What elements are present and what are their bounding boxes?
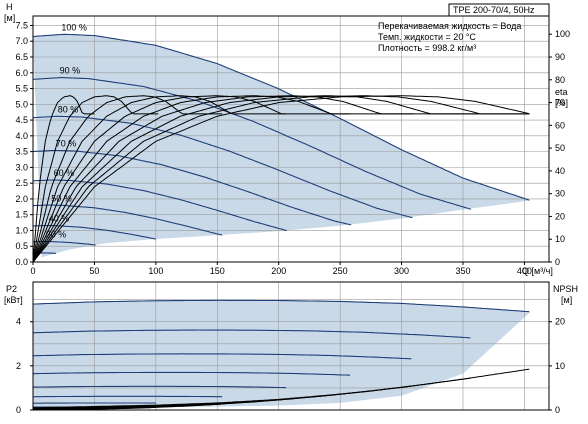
- head-tick-label: 7.5: [15, 20, 28, 30]
- eta-tick-label: 10: [555, 234, 565, 244]
- flow-tick-label: 0: [30, 266, 35, 276]
- eta-tick-label: 80: [555, 75, 565, 85]
- head-tick-label: 6.5: [15, 52, 28, 62]
- eta-axis-label: eta: [555, 87, 568, 97]
- npsh-axis-label: NPSH: [553, 284, 578, 294]
- eta-tick-label: 0: [555, 257, 560, 267]
- eta-tick-label: 30: [555, 189, 565, 199]
- eta-tick-label: 50: [555, 143, 565, 153]
- head-efficiency-panel: 100 % 90 % 80 % 70 % 60 % 50 % 40 % 30 % 0.0 0.5…: [4, 2, 570, 276]
- pump-model-title: TPE 200-70/4, 50Hz: [453, 5, 535, 15]
- power-tick-label: 0: [16, 405, 21, 415]
- flow-tick-label: 350: [455, 266, 470, 276]
- flow-tick-label: 150: [210, 266, 225, 276]
- speed-label: 40 %: [49, 214, 70, 224]
- power-curve-50: [33, 396, 222, 397]
- npsh-axis: 0 10 20: [549, 317, 565, 415]
- head-tick-label: 4.0: [15, 131, 28, 141]
- power-axis-label: P2: [6, 284, 17, 294]
- eta-tick-label: 60: [555, 120, 565, 130]
- eta-tick-label: 90: [555, 52, 565, 62]
- speed-label: 50 %: [51, 193, 72, 203]
- speed-label: 80 %: [58, 105, 79, 115]
- head-axis-label: H: [6, 2, 13, 12]
- npsh-axis-unit: [м]: [561, 295, 572, 305]
- power-axis-unit: [кВт]: [4, 295, 23, 305]
- flow-tick-label: 200: [271, 266, 286, 276]
- head-tick-label: 7.0: [15, 36, 28, 46]
- npsh-tick-label: 0: [555, 405, 560, 415]
- head-axis: 0.0 0.5 1.0 1.5 2.0 2.5 3.0 3.5 4.0 4.5 5.0 5.5 6.0 6…: [15, 20, 33, 267]
- power-axis: 0 2 4: [16, 317, 33, 415]
- speed-label: 100 %: [61, 22, 87, 32]
- info-liquid: Перекачиваемая жидкость = Вода: [378, 21, 521, 31]
- head-tick-label: 2.5: [15, 178, 28, 188]
- head-tick-label: 2.0: [15, 194, 28, 204]
- head-tick-label: 1.0: [15, 225, 28, 235]
- head-tick-label: 0.5: [15, 241, 28, 251]
- speed-label: 30 %: [46, 230, 67, 240]
- eta-tick-label: 100: [555, 29, 570, 39]
- head-tick-label: 1.5: [15, 210, 28, 220]
- flow-tick-label: 100: [148, 266, 163, 276]
- eta-tick-label: 40: [555, 166, 565, 176]
- head-tick-label: 4.5: [15, 115, 28, 125]
- head-tick-label: 6.0: [15, 68, 28, 78]
- eta-axis-unit: [%]: [555, 98, 568, 108]
- speed-label: 90 %: [60, 66, 81, 76]
- power-npsh-panel: 0 2 4 0 10 20 P2 [кВт] NPSH [м]: [4, 282, 578, 415]
- head-tick-label: 3.0: [15, 162, 28, 172]
- head-axis-unit: [м]: [4, 13, 15, 23]
- power-tick-label: 2: [16, 361, 21, 371]
- info-temperature: Темп. жидкости = 20 °C: [378, 32, 476, 42]
- npsh-tick-label: 20: [555, 317, 565, 327]
- flow-tick-label: 50: [89, 266, 99, 276]
- flow-tick-label: 300: [394, 266, 409, 276]
- head-tick-label: 5.5: [15, 84, 28, 94]
- head-tick-label: 3.5: [15, 147, 28, 157]
- flow-tick-label: 250: [333, 266, 348, 276]
- eta-tick-label: 20: [555, 211, 565, 221]
- npsh-tick-label: 10: [555, 361, 565, 371]
- flow-axis-label: Q [м³/ч]: [522, 266, 553, 276]
- speed-label: 60 %: [54, 168, 75, 178]
- speed-label: 70 %: [56, 139, 77, 149]
- head-tick-label: 0.0: [15, 257, 28, 267]
- power-tick-label: 4: [16, 317, 21, 327]
- info-density: Плотность = 998.2 кг/м³: [378, 43, 476, 53]
- head-tick-label: 5.0: [15, 99, 28, 109]
